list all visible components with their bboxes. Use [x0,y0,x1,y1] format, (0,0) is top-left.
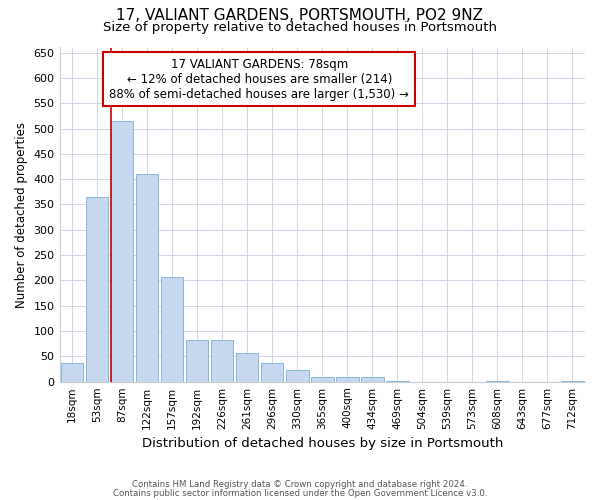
Text: 17 VALIANT GARDENS: 78sqm
← 12% of detached houses are smaller (214)
88% of semi: 17 VALIANT GARDENS: 78sqm ← 12% of detac… [109,58,409,100]
Bar [261,363,283,382]
Bar [361,376,383,382]
Bar [211,340,233,382]
Bar [86,197,109,382]
Bar [386,380,409,382]
Text: Contains HM Land Registry data © Crown copyright and database right 2024.: Contains HM Land Registry data © Crown c… [132,480,468,489]
Bar [136,174,158,382]
Text: Contains public sector information licensed under the Open Government Licence v3: Contains public sector information licen… [113,488,487,498]
Text: Size of property relative to detached houses in Portsmouth: Size of property relative to detached ho… [103,21,497,34]
Bar [186,340,208,382]
X-axis label: Distribution of detached houses by size in Portsmouth: Distribution of detached houses by size … [142,437,503,450]
Bar [486,380,509,382]
Bar [311,376,334,382]
Bar [561,380,584,382]
Bar [236,353,259,382]
Bar [61,363,83,382]
Y-axis label: Number of detached properties: Number of detached properties [15,122,28,308]
Bar [286,370,308,382]
Text: 17, VALIANT GARDENS, PORTSMOUTH, PO2 9NZ: 17, VALIANT GARDENS, PORTSMOUTH, PO2 9NZ [116,8,484,22]
Bar [161,277,184,382]
Bar [111,121,133,382]
Bar [336,376,359,382]
